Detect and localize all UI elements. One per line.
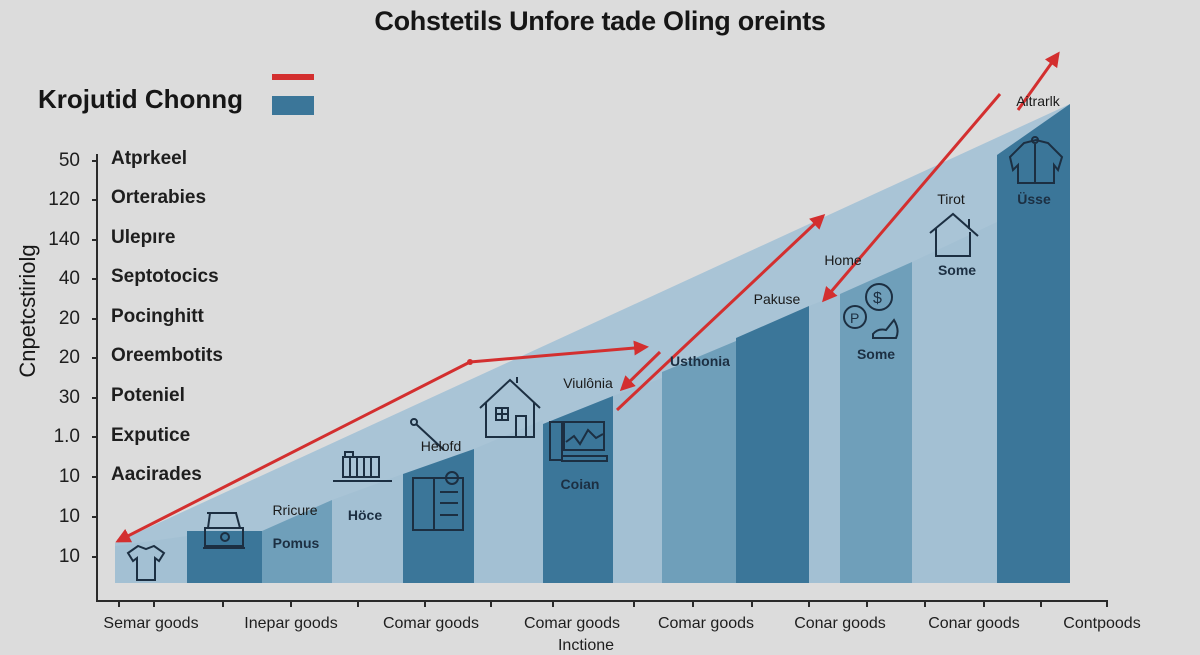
bars xyxy=(115,104,1070,583)
x-tick-mark xyxy=(222,600,224,607)
trend-arrows xyxy=(115,51,1060,543)
x-tick-mark xyxy=(357,600,359,607)
bar-label-aitrarlk: Aitrarlk xyxy=(1016,93,1060,109)
y-tick-mark xyxy=(92,239,97,241)
y-tick: 20 xyxy=(58,308,80,329)
x-category: Comar goods xyxy=(657,615,755,632)
y-tick-mark xyxy=(92,556,97,558)
x-tick-mark xyxy=(633,600,635,607)
x-tick-mark xyxy=(924,600,926,607)
y-tick-mark xyxy=(92,199,97,201)
y-tick-mark xyxy=(92,278,97,280)
y-category: Pocinghitt xyxy=(111,306,204,327)
legend-swatch-trend xyxy=(272,74,314,80)
x-tick-mark xyxy=(153,600,155,607)
y-category: Poteniel xyxy=(111,385,185,406)
x-tick-mark xyxy=(290,600,292,607)
house-icon xyxy=(479,377,541,438)
y-category: Oreembotits xyxy=(111,345,223,366)
x-tick-mark xyxy=(751,600,753,607)
y-category: Exputice xyxy=(111,425,191,446)
bar-label-rricure: Rricure xyxy=(272,502,318,518)
bar-label-some: Some xyxy=(856,346,896,362)
x-tick-mark xyxy=(866,600,868,607)
x-category: Inepar goods xyxy=(244,615,338,632)
bar-label-usse: Üsse xyxy=(1017,191,1051,207)
t-shirt-icon xyxy=(126,544,166,581)
y-category: Septotocics xyxy=(111,266,219,287)
y-tick: 10 xyxy=(58,506,80,527)
y-tick: 120 xyxy=(48,189,80,210)
radio-icon xyxy=(203,512,245,549)
y-tick: 20 xyxy=(58,347,80,368)
bar-label-home: Home xyxy=(824,252,862,268)
bar-label-usthonia: Usthonia xyxy=(670,353,730,369)
x-tick-mark xyxy=(1106,600,1108,607)
x-category: Semar goods xyxy=(103,615,199,632)
x-tick-mark xyxy=(118,600,120,607)
y-tick: 10 xyxy=(58,546,80,567)
y-category: Ulepıre xyxy=(111,227,176,248)
y-tick-mark xyxy=(92,397,97,399)
bar-label-helofd: Helofd xyxy=(420,438,462,454)
y-tick: 40 xyxy=(58,268,80,289)
x-tick-mark xyxy=(552,600,554,607)
y-tick-mark xyxy=(92,476,97,478)
x-tick-mark xyxy=(490,600,492,607)
x-tick-mark xyxy=(424,600,426,607)
bar-label-pomus: Pomus xyxy=(272,535,320,551)
x-category: Conar goods xyxy=(794,615,886,632)
x-axis-label: Inctione xyxy=(557,637,615,654)
monitor-icon xyxy=(549,421,608,462)
house-outline-icon xyxy=(929,212,979,257)
chart-title: Cohstetils Unfore tade Oling oreints xyxy=(374,6,826,36)
x-tick-mark xyxy=(808,600,810,607)
y-tick-mark xyxy=(92,160,97,162)
bar-label-viulonia: Viulônia xyxy=(563,375,613,391)
y-category: Aacirades xyxy=(111,464,202,485)
y-tick: 50 xyxy=(58,150,80,171)
x-tick-mark xyxy=(1040,600,1042,607)
svg-text:P: P xyxy=(850,310,859,326)
y-tick: 10 xyxy=(58,466,80,487)
wrench-icon xyxy=(410,418,445,451)
y-axis-line xyxy=(96,154,98,600)
y-tick-mark xyxy=(92,436,97,438)
y-category: Atprkeel xyxy=(111,148,188,169)
x-axis-line xyxy=(96,600,1108,602)
coins-icon: $ P xyxy=(843,283,899,339)
y-tick: 30 xyxy=(58,387,80,408)
bar-label-tirot: Tirot xyxy=(937,191,965,207)
legend-swatch-bars xyxy=(272,96,314,115)
x-tick-mark xyxy=(983,600,985,607)
y-tick-mark xyxy=(92,318,97,320)
heater-icon xyxy=(333,451,392,482)
y-tick: 1.0 xyxy=(53,426,80,447)
y-tick: 140 xyxy=(48,229,80,250)
bar-label-pakuse: Pakuse xyxy=(753,291,801,307)
y-category: Orterabies xyxy=(111,187,207,208)
x-tick-mark xyxy=(692,600,694,607)
shirt-icon xyxy=(1008,136,1064,184)
legend-title: Krojutid Chonng xyxy=(38,84,244,114)
y-tick-mark xyxy=(92,357,97,359)
svg-text:$: $ xyxy=(873,290,882,307)
x-category: Comar goods xyxy=(382,615,480,632)
y-tick-mark xyxy=(92,516,97,518)
x-category: Conar goods xyxy=(928,615,1020,632)
notebook-icon xyxy=(412,471,464,531)
bar-label-some-2: Some xyxy=(937,262,977,278)
bar-label-hoce: Höce xyxy=(347,507,383,523)
x-category: Comar goods xyxy=(523,615,621,632)
x-category: Contpoods xyxy=(1063,615,1141,632)
bar-label-coian: Coian xyxy=(560,476,600,492)
